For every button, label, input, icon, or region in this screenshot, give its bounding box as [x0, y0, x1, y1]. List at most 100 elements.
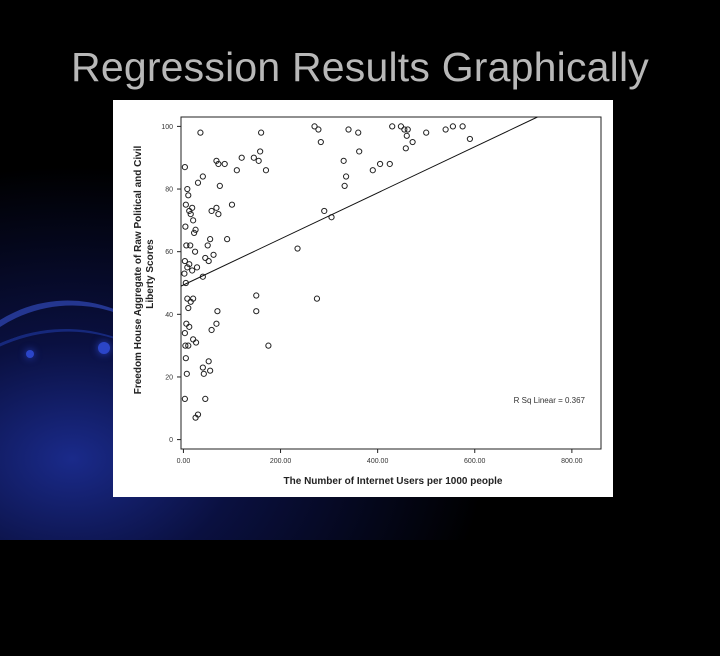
data-point — [190, 295, 197, 302]
data-point — [208, 207, 215, 215]
data-point — [321, 207, 328, 215]
data-point — [208, 326, 215, 334]
data-point — [356, 148, 363, 155]
data-point — [192, 339, 200, 346]
data-point — [183, 242, 190, 249]
data-point — [317, 138, 324, 146]
data-point — [250, 154, 257, 161]
data-point — [199, 173, 206, 180]
y-axis-title-line1: Freedom House Aggregate of Raw Political… — [133, 146, 144, 395]
y-tick-label: 80 — [165, 187, 173, 194]
data-point — [215, 160, 222, 168]
data-point — [187, 210, 194, 218]
data-point — [191, 248, 199, 255]
data-point — [204, 242, 211, 249]
data-point — [389, 123, 396, 130]
data-point — [185, 304, 192, 312]
data-point — [369, 167, 376, 174]
data-point — [181, 395, 188, 402]
data-point — [376, 160, 384, 168]
data-point — [190, 217, 197, 224]
data-point — [423, 129, 430, 136]
data-point — [215, 210, 222, 218]
data-point — [213, 320, 220, 327]
data-point — [397, 123, 405, 130]
data-point — [192, 414, 199, 421]
x-tick-label: 800.00 — [561, 458, 583, 465]
data-point — [403, 132, 410, 139]
data-point — [184, 185, 191, 193]
data-point — [199, 364, 206, 371]
data-point — [181, 257, 188, 265]
data-point — [315, 126, 322, 133]
data-point — [197, 129, 204, 136]
data-point — [294, 245, 301, 252]
data-point — [185, 192, 192, 199]
y-tick-label: 40 — [165, 312, 173, 319]
x-tick-label: 600.00 — [464, 458, 486, 465]
data-point — [187, 242, 194, 249]
data-point — [186, 261, 193, 268]
data-point — [183, 370, 190, 377]
data-point — [355, 129, 362, 136]
x-axis-title: The Number of Internet Users per 1000 pe… — [284, 476, 503, 487]
data-point — [313, 295, 321, 302]
data-point — [253, 292, 260, 299]
data-point — [202, 395, 209, 402]
data-point — [193, 264, 201, 271]
background-dot — [98, 342, 110, 354]
data-point — [189, 267, 196, 274]
data-point — [184, 264, 191, 271]
data-point — [341, 182, 348, 190]
data-point — [205, 358, 212, 365]
y-axis: 0 20 40 60 80 100 — [161, 124, 181, 444]
data-point — [409, 138, 416, 146]
data-point — [340, 157, 347, 164]
data-point — [311, 123, 318, 130]
data-point — [207, 367, 214, 374]
data-point — [202, 254, 209, 262]
background-dot — [26, 350, 34, 358]
data-point — [253, 308, 260, 315]
data-point — [466, 135, 474, 143]
data-point — [221, 160, 228, 168]
data-point — [194, 179, 202, 186]
data-points — [181, 123, 474, 421]
data-point — [216, 182, 223, 190]
x-tick-label: 200.00 — [270, 458, 292, 465]
data-point — [205, 257, 212, 265]
data-point — [258, 129, 265, 136]
data-point — [214, 308, 221, 315]
regression-fit-line — [180, 116, 538, 287]
data-point — [207, 236, 214, 243]
y-tick-label: 100 — [161, 124, 173, 131]
slide-title: Regression Results Graphically — [71, 44, 649, 90]
data-point — [189, 204, 196, 211]
scatter-chart: 0 20 40 60 80 100 0.00 200.00 400.00 600.00 800.0… — [133, 116, 602, 487]
data-point — [224, 236, 231, 243]
y-tick-label: 0 — [169, 437, 173, 444]
x-tick-label: 0.00 — [177, 458, 191, 465]
data-point — [238, 154, 245, 161]
data-point — [213, 157, 220, 164]
data-point — [181, 270, 188, 277]
data-point — [182, 201, 189, 208]
y-tick-label: 20 — [165, 374, 173, 381]
data-point — [401, 126, 408, 133]
data-point — [228, 201, 236, 208]
data-point — [186, 323, 193, 330]
x-tick-label: 400.00 — [367, 458, 389, 465]
data-point — [213, 204, 220, 211]
data-point — [342, 173, 350, 180]
data-point — [182, 355, 189, 362]
data-point — [459, 123, 466, 130]
data-point — [449, 123, 457, 130]
data-point — [265, 342, 272, 349]
data-point — [404, 126, 411, 133]
data-point — [184, 295, 191, 302]
data-point — [442, 126, 449, 133]
data-point — [182, 342, 189, 349]
data-point — [200, 370, 207, 377]
data-point — [192, 226, 199, 233]
data-point — [210, 251, 217, 258]
